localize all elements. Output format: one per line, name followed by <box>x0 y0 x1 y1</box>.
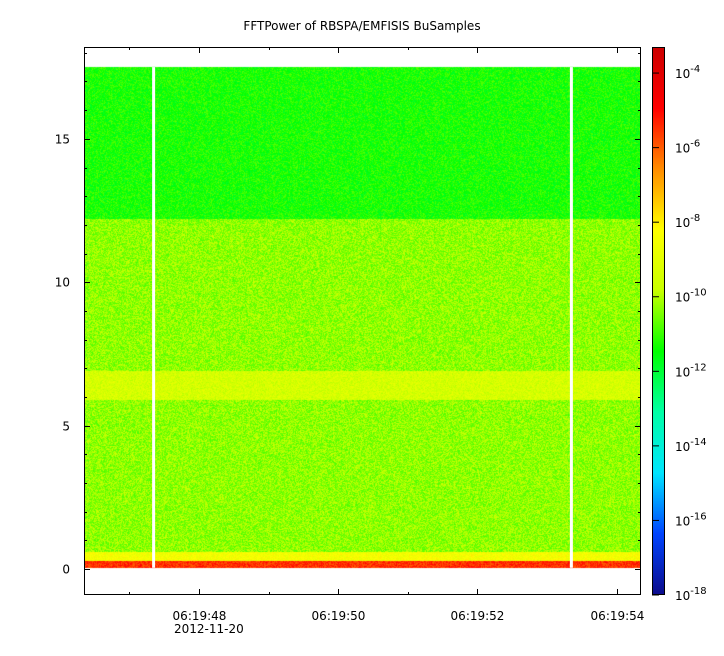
x-tick-label: 06:19:48 <box>173 609 227 623</box>
colorbar-tick-label: 10-4 <box>675 64 700 81</box>
x-tick-label: 06:19:52 <box>451 609 505 623</box>
data-gap <box>152 67 156 568</box>
y-axis: 0 5 10 15 <box>55 53 641 577</box>
y-tick-label: 0 <box>62 563 70 577</box>
spectrogram-plot-area <box>84 47 641 595</box>
colorbar: 10-4 10-6 10-8 10-10 10-12 10-14 10-16 10-18 <box>652 47 707 603</box>
colorbar-tick-label: 10-10 <box>675 288 707 305</box>
colorbar-tick-label: 10-16 <box>675 511 707 528</box>
y-tick-label: 15 <box>55 133 70 147</box>
x-tick-label: 06:19:50 <box>312 609 366 623</box>
colorbar-image <box>652 47 665 595</box>
spectrogram-image <box>84 47 641 595</box>
y-tick-label: 5 <box>62 420 70 434</box>
colorbar-tick-label: 10-14 <box>675 437 707 454</box>
x-axis: 06:19:48 06:19:50 06:19:52 06:19:54 <box>129 47 645 623</box>
plot-frame <box>84 47 641 595</box>
y-tick-label: 10 <box>55 276 70 290</box>
colorbar-tick-label: 10-12 <box>675 362 707 379</box>
data-gap <box>569 67 573 568</box>
x-tick-label: 06:19:54 <box>591 609 645 623</box>
colorbar-tick-label: 10-18 <box>675 586 707 603</box>
date-label: 2012-11-20 <box>174 622 244 636</box>
colorbar-tick-label: 10-8 <box>675 213 700 230</box>
colorbar-tick-label: 10-6 <box>675 139 700 156</box>
chart-title: FFTPower of RBSPA/EMFISIS BuSamples <box>243 19 480 33</box>
